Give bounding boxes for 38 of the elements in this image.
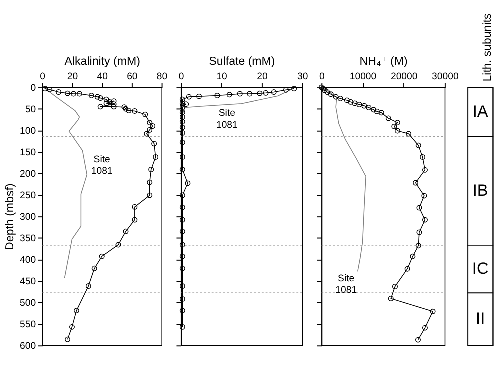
x-tick-label: 20 [257, 71, 268, 82]
x-tick-label: 20 [67, 71, 78, 82]
y-tick-label: 500 [20, 298, 36, 310]
y-tick-label: 300 [20, 212, 36, 223]
x-tick-label: 10000 [350, 71, 377, 82]
series-label: IC [472, 260, 489, 278]
x-tick-label: 0 [319, 71, 325, 82]
x-axis-title: Sulfate (mM) [209, 56, 276, 68]
x-tick-label: 30000 [432, 71, 459, 82]
x-tick-label: 10 [216, 71, 228, 82]
y-tick-label: 50 [25, 104, 36, 116]
y-tick-label: 250 [20, 190, 36, 202]
x-axis-title: Alkalinity (mM) [64, 56, 141, 68]
x-tick-label: 80 [156, 71, 168, 82]
y-tick-label: 100 [20, 126, 36, 137]
x-axis-title: NH₄⁺ (M) [360, 56, 408, 68]
series-label: II [476, 310, 486, 328]
chart-title: Lith. subunits [482, 13, 494, 82]
y-tick-label: 150 [20, 147, 36, 158]
annotation: Site 1081 [336, 273, 358, 296]
y-tick-label: 400 [20, 254, 36, 266]
x-tick-label: 60 [127, 71, 138, 82]
annotation: Site 1081 [216, 108, 238, 131]
y-axis-title: Depth (mbsf) [4, 184, 16, 250]
x-tick-label: 40 [97, 71, 108, 82]
y-tick-label: 600 [20, 341, 36, 352]
x-tick-label: 20000 [390, 71, 418, 82]
x-tick-label: 30 [298, 71, 308, 82]
y-tick-label: 450 [20, 276, 36, 288]
x-tick-label: 0 [40, 71, 46, 82]
series-label: IA [472, 103, 488, 122]
y-tick-label: 350 [20, 233, 36, 244]
annotation: Site 1081 [91, 154, 113, 178]
y-tick-label: 0 [30, 82, 36, 94]
y-tick-label: 550 [20, 320, 36, 331]
x-tick-label: 0 [178, 71, 184, 82]
series-label: IB [472, 182, 488, 200]
y-tick-label: 200 [20, 168, 36, 180]
